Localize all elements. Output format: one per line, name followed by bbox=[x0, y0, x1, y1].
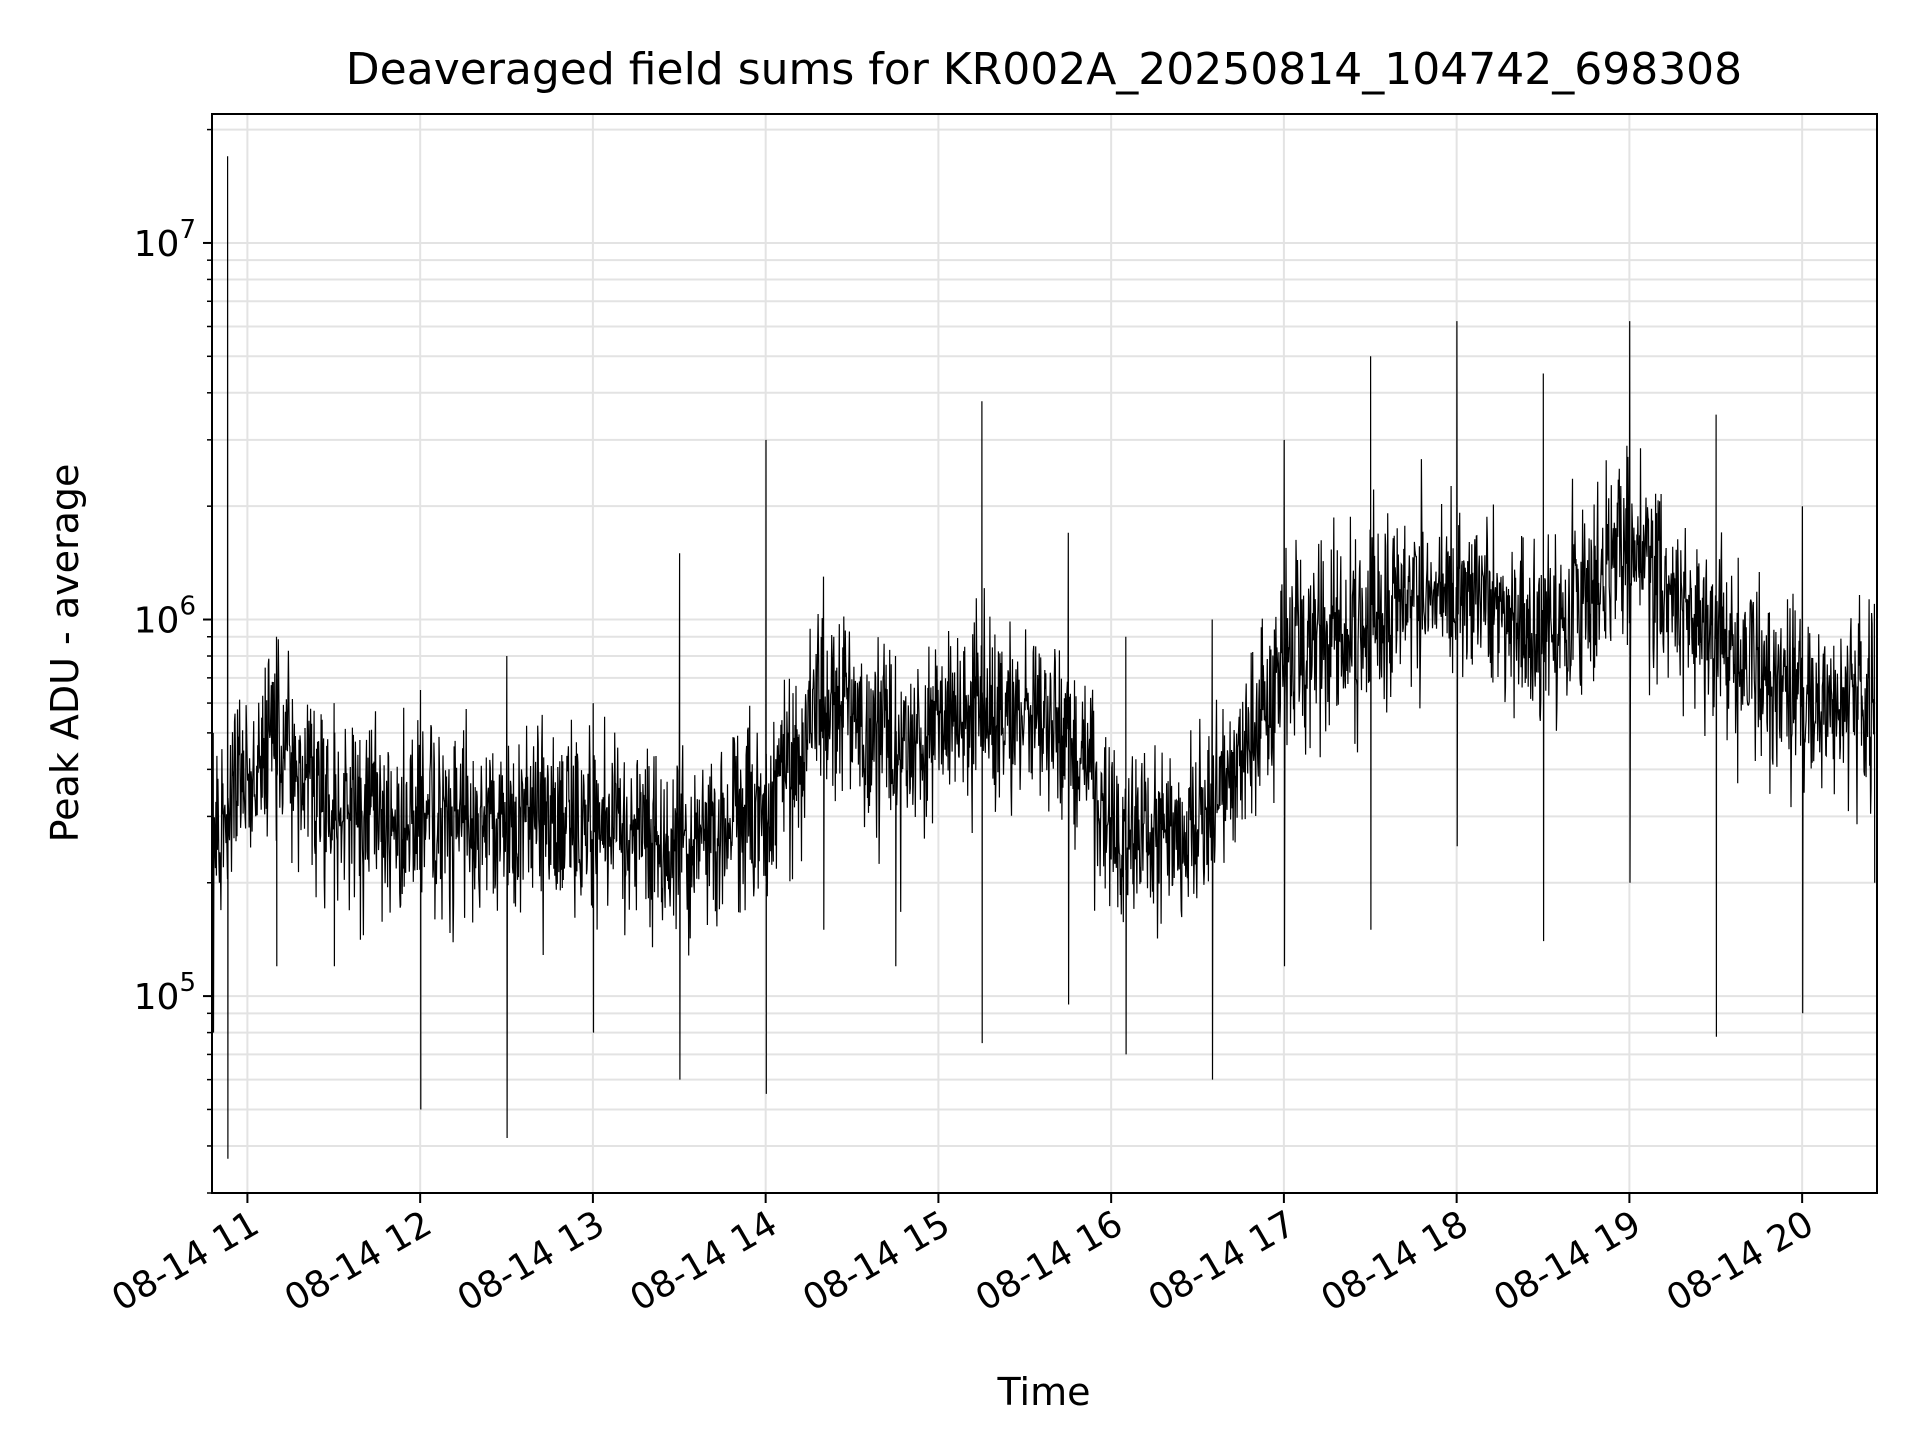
chart-title: Deaveraged field sums for KR002A_2025081… bbox=[346, 44, 1742, 95]
y-tick-label: 105 bbox=[134, 968, 196, 1018]
y-tick-label: 106 bbox=[134, 592, 196, 642]
plot-frame bbox=[211, 113, 1878, 1194]
y-tick-label: 107 bbox=[134, 215, 196, 265]
x-axis-label: Time bbox=[997, 1370, 1091, 1414]
series-line bbox=[212, 156, 1876, 1159]
series-path bbox=[212, 156, 1876, 1159]
y-axis-label: Peak ADU - average bbox=[43, 464, 87, 843]
